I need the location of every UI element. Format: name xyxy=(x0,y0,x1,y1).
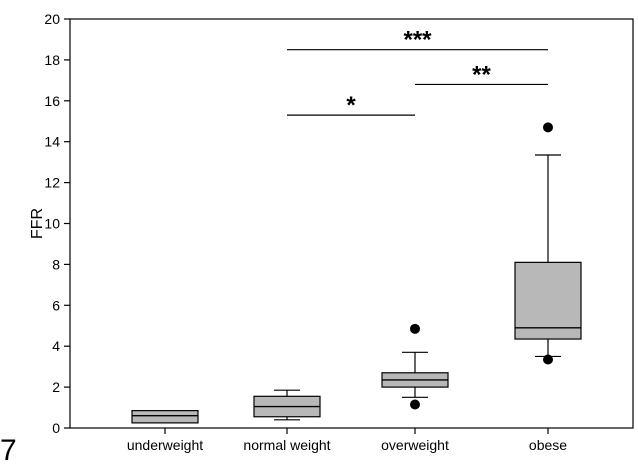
interquartile-box xyxy=(131,410,199,424)
y-tick-label: 2 xyxy=(52,379,60,395)
significance-label: *** xyxy=(403,27,432,54)
outlier-point xyxy=(410,323,420,334)
y-tick-label: 18 xyxy=(44,52,60,68)
y-tick-label: 16 xyxy=(44,93,60,109)
y-tick-label: 8 xyxy=(52,256,60,272)
significance-label: ** xyxy=(472,61,491,88)
significance-bracket: *** xyxy=(287,27,548,54)
outlier-point xyxy=(410,399,420,410)
x-category-label: normal weight xyxy=(243,437,330,453)
x-axis-category-labels: underweight normal weight overweight obese xyxy=(127,428,567,453)
y-axis-title: FFR xyxy=(29,208,46,239)
outlier-point xyxy=(543,122,553,133)
box-overweight xyxy=(381,323,449,410)
y-tick-label: 6 xyxy=(52,297,60,313)
y-tick-label: 10 xyxy=(44,216,60,232)
significance-bracket: ** xyxy=(415,61,548,88)
x-category-label: underweight xyxy=(127,437,203,453)
panel-label: 7 xyxy=(0,434,17,467)
significance-label: * xyxy=(346,92,356,119)
outlier-point xyxy=(543,354,553,365)
x-category-label: obese xyxy=(529,437,567,453)
significance-brackets: ****** xyxy=(287,27,548,119)
box-underweight xyxy=(131,410,199,424)
box-normal-weight xyxy=(253,389,321,421)
y-axis-ticks: 0 2 4 6 8 10 12 14 16 18 20 xyxy=(44,11,70,436)
box-series xyxy=(131,122,582,424)
box-obese xyxy=(514,122,582,365)
y-tick-label: 0 xyxy=(52,420,60,436)
interquartile-box xyxy=(514,261,582,340)
y-tick-label: 14 xyxy=(44,134,60,150)
y-tick-label: 12 xyxy=(44,175,60,191)
y-tick-label: 4 xyxy=(52,338,60,354)
x-category-label: overweight xyxy=(381,437,449,453)
y-tick-label: 20 xyxy=(44,11,60,27)
significance-bracket: * xyxy=(287,92,415,119)
